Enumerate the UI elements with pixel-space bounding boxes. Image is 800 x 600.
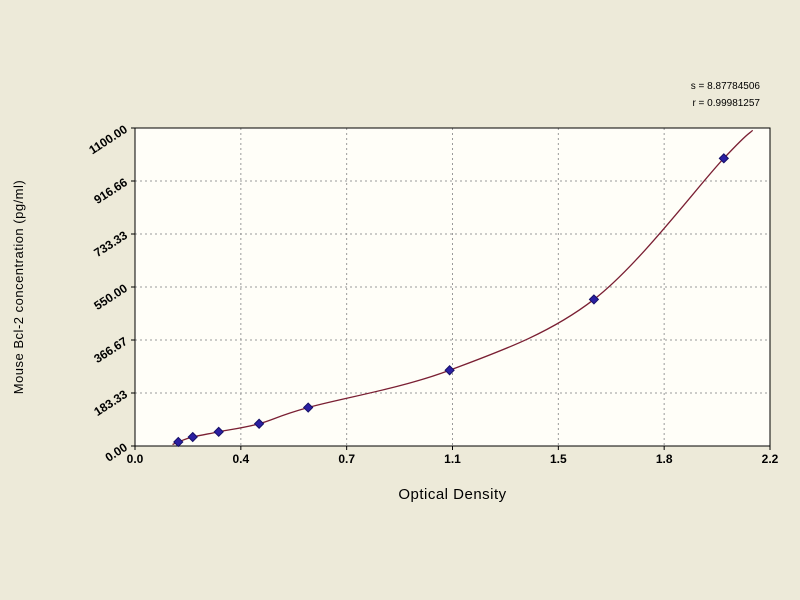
- x-tick-label: 2.2: [761, 452, 779, 466]
- data-point-marker: [302, 402, 314, 413]
- plot-border: [134, 127, 771, 447]
- x-tick-label: 0.7: [338, 452, 355, 466]
- x-tick-label: 0.0: [126, 452, 144, 466]
- data-point-marker: [213, 426, 224, 438]
- x-tick-label: 1.5: [549, 452, 567, 466]
- x-axis-title: Optical Density: [398, 486, 507, 503]
- fit-statistics: s = 8.87784506 r = 0.99981257: [691, 78, 760, 112]
- data-point-marker: [187, 431, 198, 443]
- data-point-marker: [173, 436, 184, 448]
- x-tick-label: 1.8: [655, 452, 673, 466]
- stat-s-value: s = 8.87784506: [690, 81, 760, 92]
- y-axis-title: Mouse Bcl-2 concentration (pg/ml): [11, 179, 26, 395]
- x-tick-label: 1.1: [444, 452, 461, 466]
- stat-r-value: r = 0.99981257: [692, 98, 760, 109]
- data-point-marker: [253, 418, 265, 429]
- data-point-marker: [588, 294, 600, 305]
- data-point-marker: [444, 365, 455, 376]
- x-tick-label: 0.4: [232, 452, 250, 466]
- data-point-marker: [718, 153, 730, 164]
